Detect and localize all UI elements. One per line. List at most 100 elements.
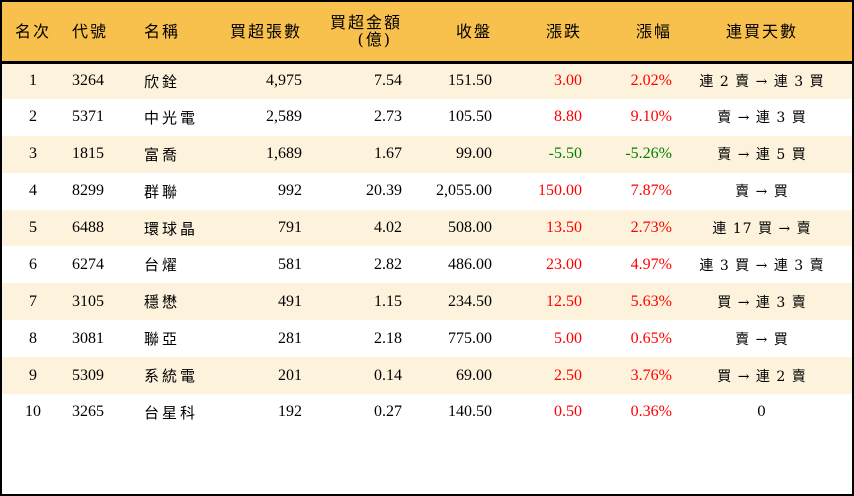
cell-close: 234.50 bbox=[448, 292, 492, 310]
cell-change: 150.00 bbox=[538, 182, 582, 200]
table-row: 3 1815 富喬 1,689 1.67 99.00 -5.50 -5.26% … bbox=[2, 135, 852, 173]
cell-net-buy-lots: 491 bbox=[278, 292, 302, 310]
cell-close: 99.00 bbox=[456, 145, 492, 163]
cell-streak: 0 bbox=[757, 404, 767, 421]
cell-change: 8.80 bbox=[554, 108, 582, 126]
table-row: 7 3105 穩懋 491 1.15 234.50 12.50 5.63% 買 … bbox=[2, 283, 852, 321]
cell-close: 486.00 bbox=[448, 255, 492, 273]
cell-name: 富喬 bbox=[144, 145, 181, 164]
cell-rank: 7 bbox=[29, 292, 37, 310]
cell-net-buy-lots: 4,975 bbox=[266, 72, 302, 90]
cell-rank: 5 bbox=[29, 219, 37, 236]
cell-net-buy-lots: 192 bbox=[278, 403, 302, 421]
cell-change-pct: 9.10% bbox=[630, 108, 672, 126]
cell-code: 5371 bbox=[72, 108, 104, 126]
cell-change-pct: 3.76% bbox=[630, 366, 672, 384]
table-row: 10 3265 台星科 192 0.27 140.50 0.50 0.36% 0 bbox=[2, 394, 852, 431]
cell-change: 12.50 bbox=[546, 292, 582, 310]
cell-change: 5.00 bbox=[554, 329, 582, 347]
cell-code: 3081 bbox=[72, 329, 104, 347]
cell-net-buy-lots: 992 bbox=[278, 182, 302, 200]
cell-name: 中光電 bbox=[144, 108, 199, 127]
cell-change-pct: 0.65% bbox=[630, 329, 672, 347]
cell-code: 6488 bbox=[72, 219, 104, 236]
cell-streak: 買 → 連 2 賣 bbox=[717, 368, 807, 385]
cell-net-buy-lots: 791 bbox=[278, 219, 302, 236]
table-row: 6 6274 台燿 581 2.82 486.00 23.00 4.97% 連 … bbox=[2, 246, 852, 284]
cell-net-buy-lots: 201 bbox=[278, 366, 302, 384]
cell-net-buy-amount: 2.73 bbox=[374, 108, 402, 126]
cell-name: 環球晶 bbox=[144, 219, 199, 238]
cell-net-buy-lots: 281 bbox=[278, 329, 302, 347]
cell-rank: 10 bbox=[25, 403, 41, 421]
cell-rank: 9 bbox=[29, 366, 37, 384]
cell-change: -5.50 bbox=[548, 145, 582, 163]
cell-change-pct: 5.63% bbox=[630, 292, 672, 310]
cell-streak: 買 → 連 3 賣 bbox=[717, 294, 807, 311]
cell-streak: 連 17 買 → 賣 bbox=[712, 221, 812, 237]
cell-code: 3105 bbox=[72, 292, 104, 310]
table-header-row: 名次 代號 名稱 買超張數 買超金額 (億) 收盤 漲跌 漲幅 連買天數 bbox=[2, 2, 852, 64]
cell-net-buy-amount: 0.14 bbox=[374, 366, 402, 384]
cell-name: 台星科 bbox=[144, 403, 199, 422]
header-streak: 連買天數 bbox=[672, 2, 852, 64]
cell-net-buy-amount: 2.82 bbox=[374, 255, 402, 273]
header-change: 漲跌 bbox=[492, 2, 582, 64]
cell-streak: 連 2 賣 → 連 3 買 bbox=[699, 74, 825, 91]
cell-net-buy-amount: 1.15 bbox=[374, 292, 402, 310]
cell-name: 群聯 bbox=[144, 182, 181, 201]
cell-name: 聯亞 bbox=[144, 330, 181, 349]
cell-rank: 8 bbox=[29, 329, 37, 347]
cell-streak: 賣 → 買 bbox=[735, 331, 789, 348]
cell-close: 105.50 bbox=[448, 108, 492, 126]
table-row: 5 6488 環球晶 791 4.02 508.00 13.50 2.73% 連… bbox=[2, 209, 852, 247]
cell-streak: 賣 → 連 3 買 bbox=[717, 110, 807, 127]
cell-close: 775.00 bbox=[448, 329, 492, 347]
cell-change: 23.00 bbox=[546, 255, 582, 273]
cell-streak: 賣 → 買 bbox=[735, 184, 789, 201]
cell-change-pct: 2.02% bbox=[630, 72, 672, 90]
cell-change-pct: -5.26% bbox=[625, 145, 672, 163]
cell-code: 5309 bbox=[72, 366, 104, 384]
cell-streak: 賣 → 連 5 買 bbox=[717, 147, 807, 164]
cell-code: 3265 bbox=[72, 403, 104, 421]
cell-name: 欣銓 bbox=[144, 72, 181, 91]
cell-close: 140.50 bbox=[448, 403, 492, 421]
table-body: 1 3264 欣銓 4,975 7.54 151.50 3.00 2.02% 連… bbox=[2, 62, 852, 431]
header-rank: 名次 bbox=[2, 2, 64, 64]
table-row: 1 3264 欣銓 4,975 7.54 151.50 3.00 2.02% 連… bbox=[2, 62, 852, 99]
cell-change: 2.50 bbox=[554, 366, 582, 384]
header-net-buy-amount-line1: 買超金額 bbox=[329, 13, 402, 33]
cell-rank: 6 bbox=[29, 255, 37, 273]
cell-net-buy-lots: 1,689 bbox=[266, 145, 302, 163]
cell-close: 69.00 bbox=[456, 366, 492, 384]
table-row: 2 5371 中光電 2,589 2.73 105.50 8.80 9.10% … bbox=[2, 98, 852, 136]
cell-change-pct: 4.97% bbox=[630, 255, 672, 273]
cell-rank: 2 bbox=[29, 108, 37, 126]
cell-name: 穩懋 bbox=[144, 293, 181, 312]
cell-rank: 1 bbox=[29, 72, 37, 90]
cell-change: 3.00 bbox=[554, 72, 582, 90]
cell-change: 0.50 bbox=[554, 403, 582, 421]
cell-name: 系統電 bbox=[144, 367, 199, 386]
cell-change-pct: 2.73% bbox=[630, 219, 672, 236]
cell-net-buy-amount: 4.02 bbox=[374, 219, 402, 236]
cell-net-buy-amount: 1.67 bbox=[374, 145, 402, 163]
cell-rank: 3 bbox=[29, 145, 37, 163]
cell-net-buy-lots: 2,589 bbox=[266, 108, 302, 126]
cell-name: 台燿 bbox=[144, 256, 181, 275]
table-row: 8 3081 聯亞 281 2.18 775.00 5.00 0.65% 賣 →… bbox=[2, 320, 852, 358]
header-code: 代號 bbox=[64, 2, 130, 64]
table-row: 9 5309 系統電 201 0.14 69.00 2.50 3.76% 買 →… bbox=[2, 357, 852, 395]
header-net-buy-amount: 買超金額 (億) bbox=[302, 2, 402, 64]
cell-rank: 4 bbox=[29, 182, 37, 200]
cell-change-pct: 0.36% bbox=[630, 403, 672, 421]
cell-net-buy-amount: 20.39 bbox=[366, 182, 402, 200]
cell-net-buy-amount: 0.27 bbox=[374, 403, 402, 421]
cell-close: 151.50 bbox=[448, 72, 492, 90]
cell-code: 8299 bbox=[72, 182, 104, 200]
header-change-pct: 漲幅 bbox=[582, 2, 672, 64]
cell-change-pct: 7.87% bbox=[630, 182, 672, 200]
cell-close: 508.00 bbox=[448, 219, 492, 236]
